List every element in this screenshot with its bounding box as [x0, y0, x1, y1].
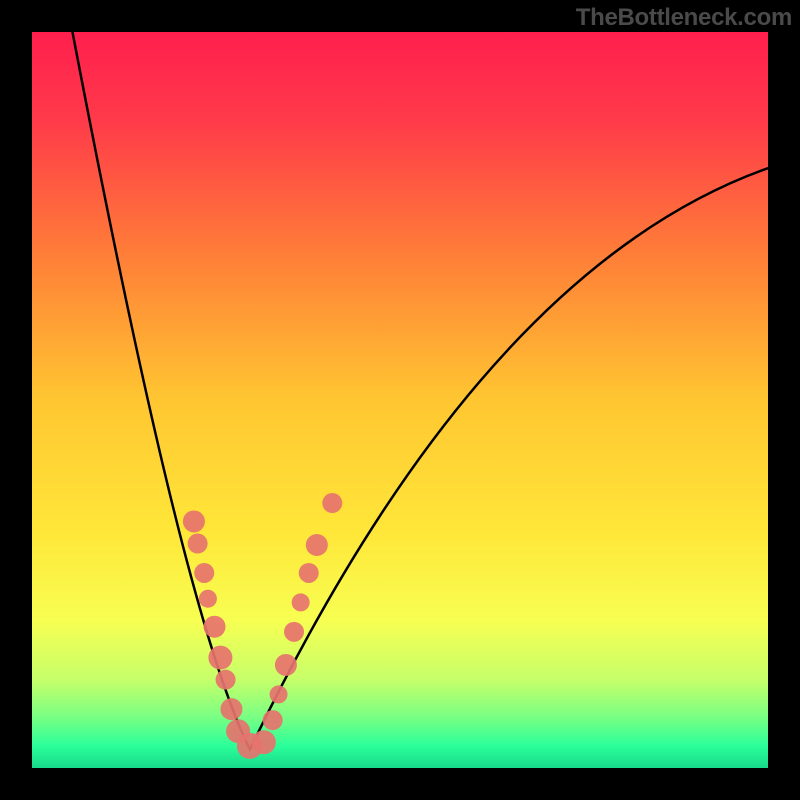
marker-point: [284, 622, 304, 642]
marker-point: [220, 698, 242, 720]
marker-point: [270, 685, 288, 703]
marker-point: [263, 710, 283, 730]
marker-point: [204, 616, 226, 638]
marker-point: [306, 534, 328, 556]
marker-point: [183, 510, 205, 532]
plot-area: [32, 32, 768, 768]
chart-canvas: TheBottleneck.com: [0, 0, 800, 800]
marker-point: [252, 730, 276, 754]
watermark-text: TheBottleneck.com: [576, 4, 792, 32]
marker-point: [292, 593, 310, 611]
marker-point: [199, 590, 217, 608]
marker-point: [299, 563, 319, 583]
marker-point: [322, 493, 342, 513]
marker-point: [275, 654, 297, 676]
marker-point: [216, 670, 236, 690]
chart-svg: [0, 0, 800, 800]
marker-point: [208, 646, 232, 670]
marker-point: [194, 563, 214, 583]
marker-point: [188, 534, 208, 554]
